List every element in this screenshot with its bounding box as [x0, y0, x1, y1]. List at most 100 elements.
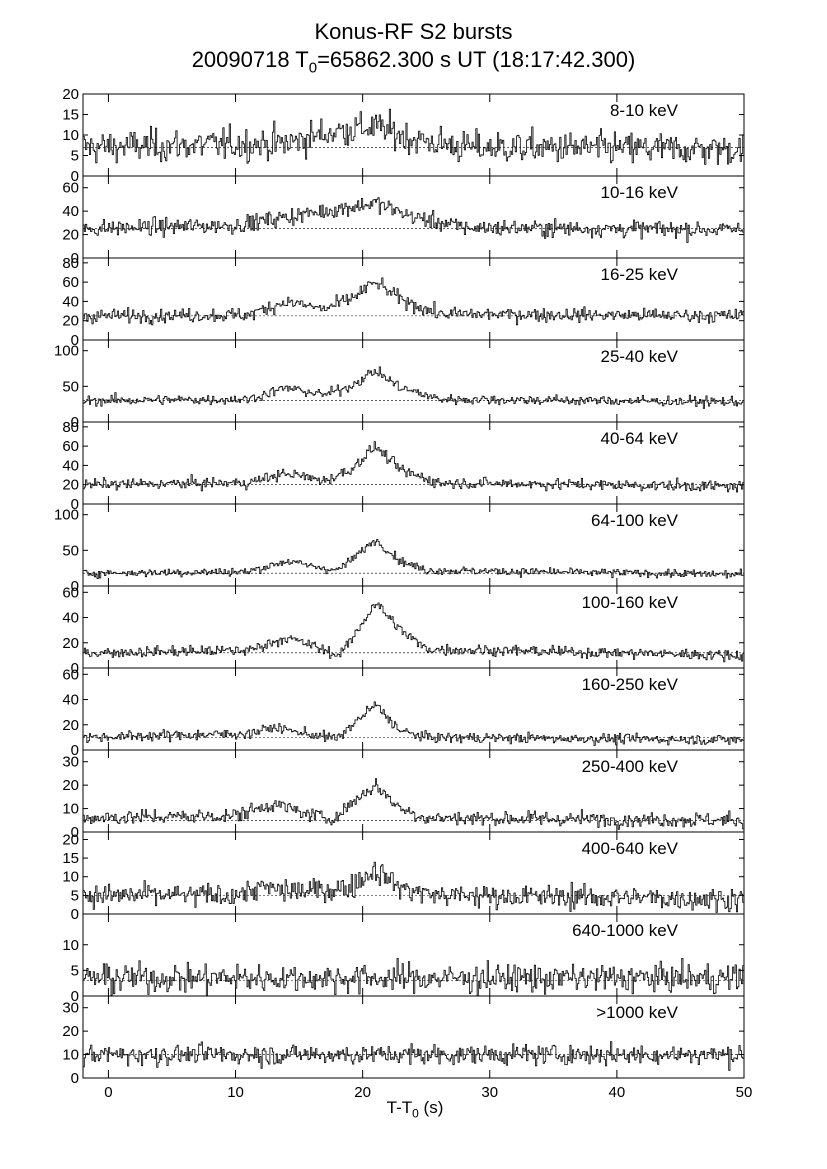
count-rate-series	[83, 701, 744, 746]
y-tick-label: 5	[71, 887, 79, 904]
title-line-1: Konus-RF S2 bursts	[314, 19, 513, 44]
title-line-2-suffix: =65862.300 s UT (18:17:42.300)	[317, 47, 636, 72]
y-tick-label: 15	[62, 107, 79, 124]
count-rate-series	[83, 197, 744, 243]
y-tick-label: 10	[62, 869, 79, 886]
energy-band-label: 250-400 keV	[582, 757, 679, 776]
count-rate-series	[83, 861, 744, 913]
y-tick-label: 10	[62, 1047, 79, 1064]
y-tick-label: 80	[62, 419, 79, 436]
y-tick-label: 30	[62, 754, 79, 771]
y-tick-label: 10	[62, 937, 79, 954]
y-tick-label: 30	[62, 1000, 79, 1017]
panel-3: 0 20 40 60 80 16-25 keV	[62, 255, 745, 349]
y-tick-label: 100	[54, 507, 79, 524]
y-tick-label: 60	[62, 274, 79, 291]
panel-7: 0 20 40 60 100-160 keV	[62, 584, 745, 677]
panel-8: 0 20 40 60 160-250 keV	[62, 666, 745, 759]
count-rate-series	[83, 108, 744, 165]
title-line-2-prefix: 20090718 T	[191, 47, 309, 72]
energy-band-label: 8-10 keV	[610, 101, 679, 120]
energy-band-label: 64-100 keV	[591, 511, 679, 530]
y-tick-label: 20	[62, 717, 79, 734]
y-tick-label: 0	[71, 332, 79, 349]
y-tick-label: 0	[71, 1070, 79, 1087]
y-tick-label: 0	[71, 742, 79, 759]
energy-band-label: 10-16 keV	[601, 183, 679, 202]
panel-6: 0 50 100 64-100 keV	[54, 503, 745, 595]
y-tick-label: 20	[62, 227, 79, 244]
panel-9: 0 10 20 30 250-400 keV	[62, 749, 745, 841]
x-axis-label-prefix: T-T	[386, 1098, 413, 1117]
y-tick-label: 60	[62, 180, 79, 197]
y-tick-label: 0	[71, 496, 79, 513]
y-tick-label: 60	[62, 438, 79, 455]
chart-title: Konus-RF S2 bursts 20090718 T0=65862.300…	[0, 18, 827, 82]
energy-band-label: 16-25 keV	[601, 265, 679, 284]
energy-band-label: 100-160 keV	[582, 593, 679, 612]
y-tick-label: 5	[71, 148, 79, 165]
panel-10: 0 510 15 20 400-640 keV	[62, 831, 745, 923]
y-tick-label: 20	[62, 477, 79, 494]
x-axis-label-suffix: (s)	[418, 1098, 444, 1117]
count-rate-series	[83, 441, 744, 493]
y-tick-label: 50	[62, 378, 79, 395]
y-tick-label: 100	[54, 343, 79, 360]
count-rate-series	[83, 1041, 744, 1071]
y-tick-label: 0	[71, 906, 79, 923]
panel-2: 0 20 40 60 10-16 keV	[62, 175, 745, 267]
count-rate-series	[83, 539, 744, 579]
y-tick-label: 0	[71, 168, 79, 185]
panel-11: 0 5 10 640-1000 keV	[62, 913, 745, 1005]
y-tick-label: 5	[71, 962, 79, 979]
energy-band-label: 160-250 keV	[582, 675, 679, 694]
panel-frame	[82, 995, 745, 1079]
y-tick-label: 0	[71, 988, 79, 1005]
count-rate-series	[83, 778, 744, 830]
y-tick-label: 0	[71, 824, 79, 841]
y-tick-label: 0	[71, 414, 79, 431]
y-tick-label: 20	[62, 777, 79, 794]
y-tick-label: 60	[62, 666, 79, 683]
count-rate-series	[83, 366, 744, 409]
energy-band-label: 400-640 keV	[582, 839, 679, 858]
title-line-2: 20090718 T0=65862.300 s UT (18:17:42.300…	[0, 46, 827, 82]
y-tick-label: 20	[62, 313, 79, 330]
y-tick-label: 0	[71, 578, 79, 595]
panel-1: 0 5 10 15 20 8-10 keV	[62, 86, 745, 185]
x-axis-label-subscript: 0	[412, 1106, 419, 1121]
x-tick-label: 30	[481, 1084, 498, 1101]
y-tick-label: 10	[62, 801, 79, 818]
y-tick-label: 15	[62, 850, 79, 867]
x-tick-label: 50	[736, 1084, 753, 1101]
x-tick-label: 20	[354, 1084, 371, 1101]
y-tick-label: 40	[62, 293, 79, 310]
panel-4: 0 50 100 25-40 keV	[54, 339, 745, 431]
y-tick-label: 10	[62, 127, 79, 144]
y-tick-label: 50	[62, 542, 79, 559]
x-tick-label: 40	[609, 1084, 626, 1101]
y-tick-label: 60	[62, 584, 79, 601]
energy-band-label: 40-64 keV	[601, 429, 679, 448]
panel-12: 0 10 20 30 >1000 keV	[62, 995, 745, 1087]
panel-5: 0 20 40 60 80 40-64 keV	[62, 419, 745, 513]
x-tick-label: 0	[104, 1084, 112, 1101]
y-tick-label: 20	[62, 831, 79, 848]
y-tick-label: 20	[62, 635, 79, 652]
y-tick-label: 40	[62, 457, 79, 474]
x-axis-label: T-T0 (s)	[330, 1098, 500, 1120]
energy-band-label: >1000 keV	[596, 1003, 678, 1022]
count-rate-series	[83, 602, 744, 663]
y-tick-label: 20	[62, 86, 79, 103]
y-tick-label: 40	[62, 203, 79, 220]
y-tick-label: 0	[71, 660, 79, 677]
count-rate-series	[83, 277, 744, 326]
y-tick-label: 40	[62, 610, 79, 627]
y-tick-label: 0	[71, 250, 79, 267]
y-tick-label: 40	[62, 692, 79, 709]
energy-band-label: 25-40 keV	[601, 347, 679, 366]
y-tick-label: 80	[62, 255, 79, 272]
energy-band-label: 640-1000 keV	[572, 921, 679, 940]
x-tick-label: 10	[227, 1084, 244, 1101]
